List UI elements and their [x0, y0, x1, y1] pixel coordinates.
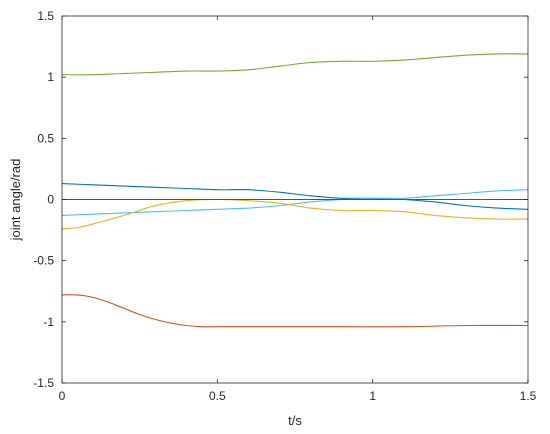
series-line-4	[61, 198, 529, 230]
x-axis-label: t/s	[288, 413, 302, 428]
y-axis-label: joint angle/rad	[8, 159, 23, 242]
series-line-2	[61, 183, 529, 210]
series-line-6	[61, 294, 529, 328]
y-tick-label: 0.5	[37, 131, 54, 145]
y-tick-label: -1.5	[33, 376, 54, 390]
x-tick-label: 0	[59, 389, 66, 403]
x-tick-label: 1	[369, 389, 376, 403]
y-axis-ticks: -1.5 -1 -0.5 0 0.5 1 1.5	[33, 9, 528, 390]
series-line-3	[61, 189, 529, 216]
y-tick-label: -0.5	[33, 254, 54, 268]
x-tick-label: 1.5	[520, 389, 537, 403]
x-tick-label: 0.5	[209, 389, 226, 403]
y-tick-label: -1	[43, 315, 54, 329]
series-layer	[61, 53, 529, 328]
series-line-1	[61, 53, 529, 76]
y-tick-label: 1	[47, 70, 54, 84]
y-tick-label: 0	[47, 193, 54, 207]
y-tick-label: 1.5	[37, 9, 54, 23]
x-axis-ticks: 0 0.5 1 1.5	[59, 16, 537, 403]
